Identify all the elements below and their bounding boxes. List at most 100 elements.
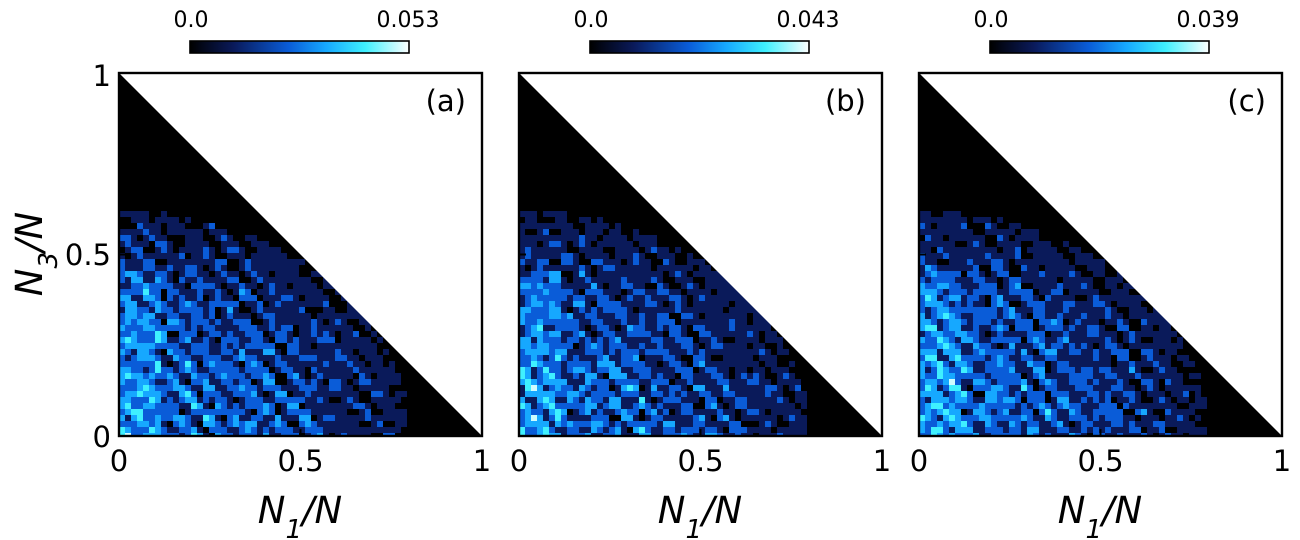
heatmap-cell [1165,421,1171,427]
y-ticks-b [519,72,526,437]
heatmap-cell [257,379,263,385]
heatmap-cell [287,403,293,409]
heatmap-cell [287,361,293,367]
heatmap-cell [591,229,597,235]
heatmap-cell [1177,337,1183,343]
heatmap-cell [1003,427,1009,433]
heatmap-cell [991,397,997,403]
heatmap-cell [705,343,711,349]
heatmap-cell [925,235,931,241]
heatmap-cell [729,427,735,433]
heatmap-cell [937,433,943,436]
heatmap-cell [1141,403,1147,409]
heatmap-cell [1021,313,1027,319]
heatmap-cell [955,349,961,355]
heatmap-cell [591,391,597,397]
heatmap-cell [919,421,925,427]
heatmap-cell [203,415,209,421]
heatmap-cell [925,421,931,427]
heatmap-cell [573,325,579,331]
heatmap-cell [155,247,161,253]
heatmap-cell [1141,427,1147,433]
heatmap-cell [335,427,341,433]
heatmap-cell [919,337,925,343]
heatmap-cell [723,367,729,373]
heatmap-cell [1039,247,1045,253]
heatmap-cell [549,295,555,301]
heatmap-cell [591,283,597,289]
heatmap-cell [543,379,549,385]
x-tick-label-c-05: 0.5 [1077,444,1123,478]
heatmap-cell [681,313,687,319]
heatmap-cell [579,247,585,253]
heatmap-cell [203,325,209,331]
heatmap-cell [185,361,191,367]
heatmap-cell [1081,319,1087,325]
heatmap-cell [137,277,143,283]
heatmap-cell [573,409,579,415]
heatmap-cell [215,259,221,265]
heatmap-cell [537,247,543,253]
heatmap-cell [1063,427,1069,433]
heatmap-cell [1039,379,1045,385]
heatmap-cell [531,211,537,217]
heatmap-cell [973,277,979,283]
heatmap-cell [1111,427,1117,433]
heatmap-cell [191,253,197,259]
heatmap-cell [645,259,651,265]
heatmap-cell [973,283,979,289]
heatmap-cell [949,421,955,427]
heatmap-cell [173,223,179,229]
heatmap-cell [1129,403,1135,409]
heatmap-cell [949,409,955,415]
heatmap-cell [1057,397,1063,403]
heatmap-cell [681,427,687,433]
heatmap-cell [119,331,125,337]
heatmap-cell [287,391,293,397]
heatmap-cell [1021,229,1027,235]
heatmap-cell [669,265,675,271]
heatmap-cell [943,247,949,253]
heatmap-cell [591,313,597,319]
heatmap-cell [621,433,627,436]
heatmap-cell [591,361,597,367]
heatmap-cell [621,385,627,391]
heatmap-cell [777,385,783,391]
heatmap-cell [651,337,657,343]
heatmap-cell [1141,409,1147,415]
heatmap-cell [735,367,741,373]
heatmap-cell [585,355,591,361]
heatmap-cell [395,391,401,397]
heatmap-cell [537,277,543,283]
heatmap-cell [549,415,555,421]
heatmap-cell [657,409,663,415]
heatmap-cell [657,241,663,247]
heatmap-cell [681,415,687,421]
heatmap-cell [215,289,221,295]
heatmap-cell [341,319,347,325]
heatmap-cell [687,433,693,436]
heatmap-cell [531,325,537,331]
heatmap-cell [143,421,149,427]
heatmap-cell [359,427,365,433]
heatmap-cell [705,397,711,403]
heatmap-cell [1141,361,1147,367]
heatmap-cell [395,427,401,433]
heatmap-cell [1057,379,1063,385]
heatmap-cell [179,397,185,403]
heatmap-cell [1063,283,1069,289]
heatmap-cell [979,433,985,436]
heatmap-cell [525,253,531,259]
heatmap-cell [591,349,597,355]
heatmap-cell [603,271,609,277]
heatmap-cell [275,385,281,391]
heatmap-cell [233,337,239,343]
heatmap-cell [161,313,167,319]
heatmap-cell [161,397,167,403]
heatmap-cell [943,367,949,373]
heatmap-cell [705,409,711,415]
heatmap-cell [371,355,377,361]
heatmap-cell [937,391,943,397]
heatmap-cell [603,331,609,337]
heatmap-cell [341,433,347,436]
